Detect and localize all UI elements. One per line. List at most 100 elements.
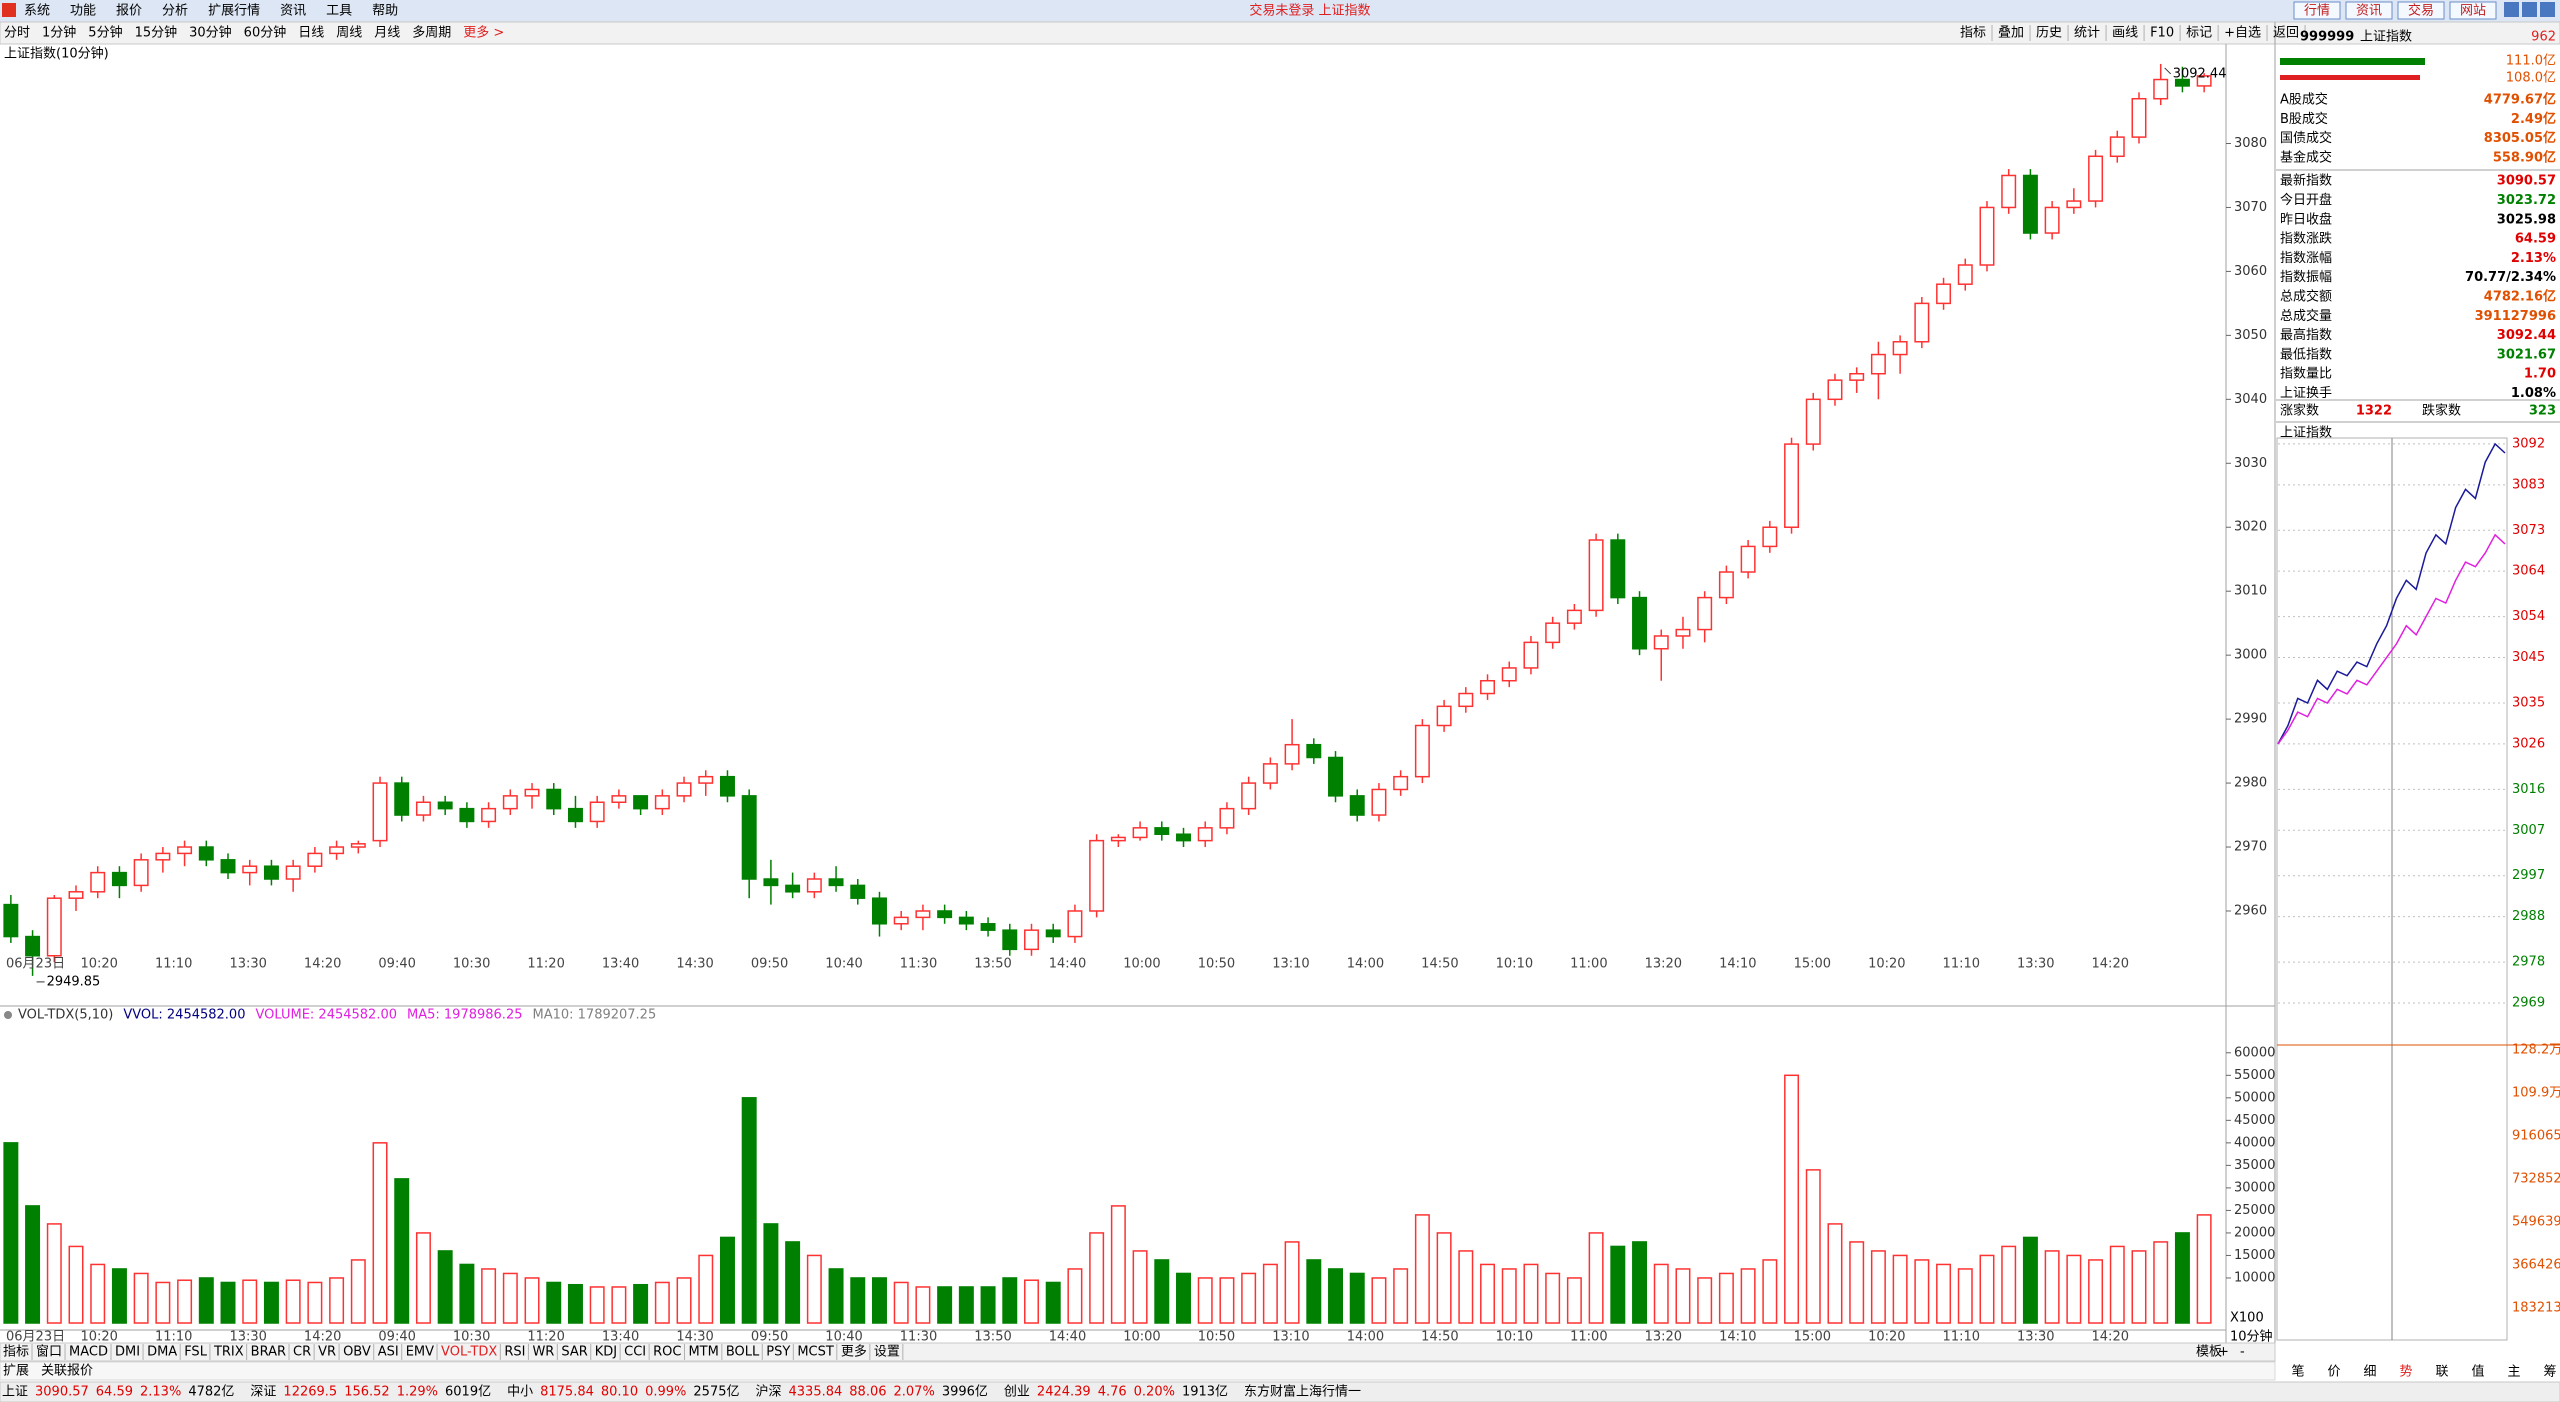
indicator-tab[interactable]: 更多: [841, 1344, 867, 1360]
mini-tab[interactable]: 细: [2363, 1365, 2376, 1380]
indicator-tab[interactable]: BRAR: [251, 1345, 286, 1360]
top-button[interactable]: [2293, 1, 2341, 20]
indicator-tab[interactable]: PSY: [766, 1345, 790, 1360]
candle-body: [285, 865, 301, 880]
tool-button[interactable]: 历史: [2036, 26, 2062, 41]
top-button[interactable]: [2449, 1, 2497, 20]
volume-bar: [1545, 1272, 1561, 1324]
mini-tab[interactable]: 价: [2327, 1365, 2340, 1380]
volume-bar: [2153, 1241, 2169, 1324]
y-tick-label: 3092: [2512, 436, 2545, 451]
tab-tool[interactable]: 模板: [2196, 1345, 2222, 1360]
indicator-tab[interactable]: TRIX: [213, 1345, 244, 1360]
quote-name: 上证指数: [2360, 30, 2412, 45]
indicator-tab[interactable]: SAR: [561, 1345, 587, 1360]
candle-body: [1067, 910, 1083, 938]
time-label: 14:20: [2092, 957, 2129, 972]
indicator-tab[interactable]: MCST: [797, 1345, 834, 1360]
status-item: 64.59: [96, 1385, 133, 1400]
window-control[interactable]: [2504, 2, 2519, 17]
indicator-tab[interactable]: 设置: [874, 1345, 900, 1360]
tool-button[interactable]: 标记: [2186, 26, 2212, 41]
stat-label: 基金成交: [2280, 149, 2332, 165]
period-tab[interactable]: 5分钟: [88, 25, 122, 41]
y-tick-label: 3060: [2234, 264, 2267, 279]
window-control[interactable]: [2540, 2, 2555, 17]
top-button[interactable]: [2397, 1, 2445, 20]
tool-button[interactable]: 画线: [2112, 26, 2138, 41]
time-label: 14:30: [676, 957, 713, 972]
indicator-tab[interactable]: VR: [318, 1345, 336, 1360]
indicator-tab[interactable]: EMV: [406, 1345, 434, 1360]
period-tab[interactable]: 分时: [4, 26, 30, 41]
mini-tab[interactable]: 势: [2399, 1364, 2412, 1380]
indicator-tab[interactable]: CR: [293, 1345, 311, 1360]
indicator-tab[interactable]: VOL-TDX: [441, 1345, 497, 1360]
y-tick-label: 2970: [2234, 840, 2267, 855]
period-tab[interactable]: 30分钟: [189, 25, 232, 41]
tool-button[interactable]: 叠加: [1998, 26, 2024, 41]
candle-body: [1523, 641, 1539, 669]
top-button[interactable]: [2345, 1, 2393, 20]
volume-bar: [502, 1272, 518, 1324]
tool-button[interactable]: +自选: [2224, 26, 2261, 41]
period-tab[interactable]: 日线: [298, 26, 324, 41]
volume-bar: [2022, 1236, 2038, 1324]
time-label: 11:10: [155, 957, 192, 972]
bottom-tab[interactable]: 扩展: [3, 1364, 29, 1379]
y-tick-label: 2978: [2512, 955, 2545, 970]
window-control[interactable]: [2522, 2, 2537, 17]
tool-button[interactable]: 返回: [2273, 26, 2299, 41]
time-label: 11:00: [1570, 957, 1607, 972]
y-tick-label: 60000: [2234, 1045, 2275, 1060]
menu-item[interactable]: 资讯: [280, 4, 306, 19]
candle-body: [2174, 78, 2190, 87]
tool-button[interactable]: 统计: [2074, 26, 2100, 41]
indicator-tab[interactable]: 窗口: [36, 1344, 62, 1360]
bar-label: 111.0亿: [2506, 54, 2556, 69]
indicator-tab[interactable]: MACD: [69, 1345, 108, 1360]
volume-bar: [242, 1279, 258, 1324]
period-tab[interactable]: 周线: [336, 26, 362, 41]
mini-tab[interactable]: 筹: [2543, 1364, 2556, 1380]
indicator-tab[interactable]: OBV: [343, 1345, 371, 1360]
indicator-tab[interactable]: FSL: [184, 1345, 208, 1360]
menu-item[interactable]: 分析: [162, 4, 188, 19]
period-tab[interactable]: 月线: [374, 26, 400, 41]
period-tab[interactable]: 60分钟: [244, 25, 287, 41]
indicator-tab[interactable]: ASI: [378, 1345, 399, 1360]
menu-item[interactable]: 报价: [116, 4, 142, 19]
indicator-tab[interactable]: MTM: [688, 1345, 718, 1360]
time-label: 10:20: [1868, 1330, 1905, 1345]
indicator-tab[interactable]: DMI: [115, 1345, 140, 1360]
period-tab[interactable]: 多周期: [412, 25, 451, 41]
menu-item[interactable]: 工具: [326, 4, 352, 19]
indicator-tab[interactable]: BOLL: [726, 1345, 760, 1360]
mini-tab[interactable]: 联: [2435, 1365, 2448, 1380]
candle-body: [133, 859, 149, 887]
mini-tab[interactable]: 主: [2507, 1365, 2520, 1380]
period-tab[interactable]: 更多 >: [463, 25, 504, 41]
indicator-tab[interactable]: WR: [532, 1345, 554, 1360]
tab-tool[interactable]: +: [2218, 1345, 2229, 1360]
period-tab[interactable]: 15分钟: [135, 25, 178, 41]
tab-tool[interactable]: -: [2240, 1345, 2245, 1360]
indicator-tab[interactable]: CCI: [624, 1345, 646, 1360]
stat-value: 3092.44: [2497, 328, 2556, 343]
indicator-tab[interactable]: ROC: [653, 1345, 681, 1360]
indicator-tab[interactable]: KDJ: [595, 1345, 617, 1360]
bottom-tab[interactable]: 关联报价: [41, 1364, 93, 1379]
period-tab[interactable]: 1分钟: [42, 25, 76, 41]
menu-item[interactable]: 功能: [70, 4, 96, 19]
time-label: 10:30: [453, 957, 490, 972]
tool-button[interactable]: 指标: [1960, 26, 1986, 41]
menu-item[interactable]: 扩展行情: [208, 4, 260, 19]
menu-item[interactable]: 帮助: [372, 4, 398, 19]
mini-tab[interactable]: 笔: [2291, 1364, 2304, 1380]
indicator-tab[interactable]: DMA: [147, 1345, 177, 1360]
mini-tab[interactable]: 值: [2471, 1364, 2484, 1380]
tool-button[interactable]: F10: [2150, 26, 2174, 41]
indicator-tab[interactable]: RSI: [504, 1345, 525, 1360]
menu-item[interactable]: 系统: [24, 4, 50, 19]
indicator-tab[interactable]: 指标: [3, 1345, 29, 1360]
